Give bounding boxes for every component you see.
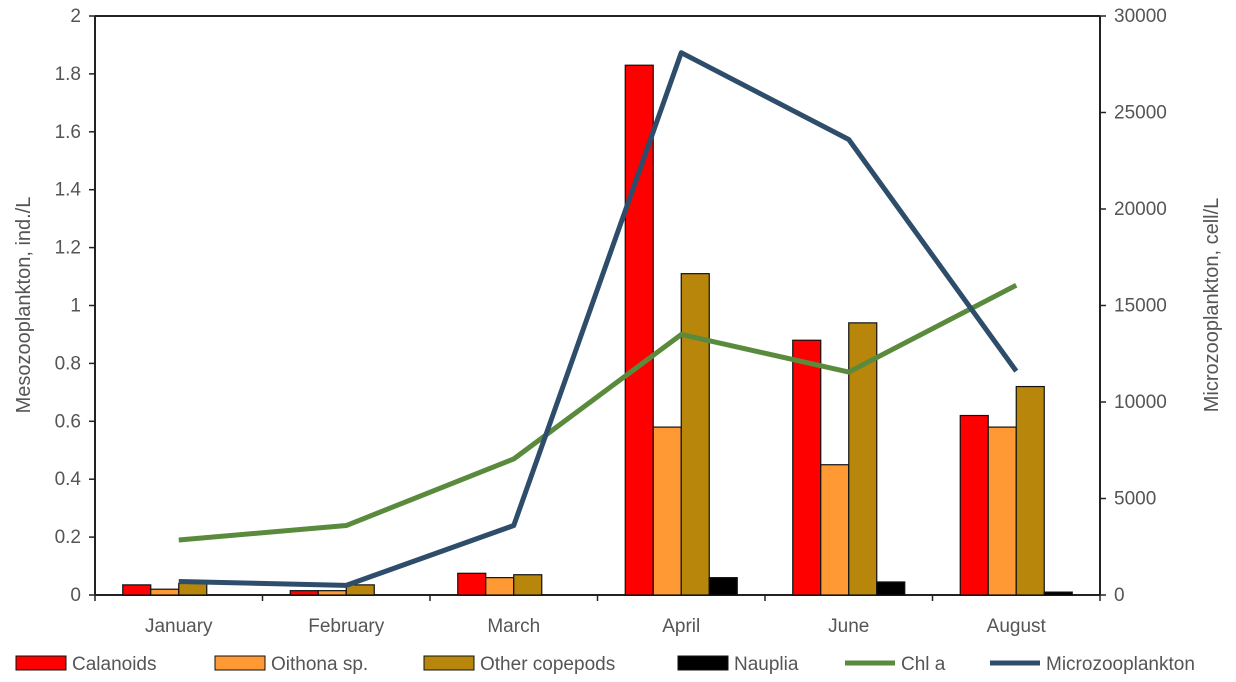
x-tick-label: February	[308, 616, 385, 637]
right-tick-label: 25000	[1114, 103, 1167, 124]
bar-calanoids	[457, 572, 487, 596]
bar-oithona-sp	[987, 426, 1017, 596]
bar-oithona-sp	[652, 426, 682, 596]
bar-other-copepods	[1015, 385, 1045, 596]
right-axis-ticks: 0 5000 10000 15000 20000 25000 30000	[1100, 6, 1167, 606]
legend-swatch-calanoids	[15, 655, 67, 671]
plot-frame	[94, 15, 1101, 596]
x-tick-label: January	[145, 616, 213, 637]
legend-swatch-other-copepods	[423, 655, 475, 671]
bar-calanoids	[289, 590, 319, 596]
bars-layer	[122, 64, 1073, 596]
bar-nauplia	[876, 581, 906, 596]
right-tick-label: 15000	[1114, 296, 1167, 317]
bar-oithona-sp	[150, 588, 180, 596]
left-tick-label: 1.2	[55, 238, 81, 259]
bar-other-copepods	[513, 574, 543, 596]
legend-swatch-oithona-sp	[214, 655, 266, 671]
bar-other-copepods	[345, 584, 375, 596]
line-microzooplankton	[178, 50, 1019, 588]
legend-swatch-nauplia	[677, 655, 729, 671]
legend-label-oithona-sp: Oithona sp.	[271, 654, 368, 675]
x-tick-label: April	[662, 616, 700, 637]
legend: Calanoids Oithona sp. Other copepods Naupli…	[15, 654, 1195, 675]
legend-label-chl-a: Chl a	[901, 654, 946, 675]
legend-label-other-copepods: Other copepods	[480, 654, 615, 675]
bar-calanoids	[624, 64, 654, 596]
legend-label-nauplia: Nauplia	[734, 654, 799, 675]
x-tick-label: March	[487, 616, 540, 637]
right-tick-label: 10000	[1114, 392, 1167, 413]
bar-oithona-sp	[485, 577, 515, 596]
bar-other-copepods	[178, 582, 208, 596]
line-chl-a	[178, 283, 1018, 543]
bar-oithona-sp	[820, 464, 850, 596]
lines-layer	[178, 50, 1019, 588]
left-tick-label: 0.6	[55, 411, 81, 432]
left-axis-label: Mesozooplankton, ind./L	[13, 197, 35, 414]
right-axis-label: Microzooplankton, cell/L	[1201, 198, 1223, 413]
left-tick-label: 0.4	[55, 469, 82, 490]
left-tick-label: 0	[70, 585, 81, 606]
left-tick-label: 1.4	[55, 180, 82, 201]
bar-calanoids	[792, 339, 822, 596]
left-tick-label: 2	[70, 6, 81, 27]
legend-label-calanoids: Calanoids	[72, 654, 157, 675]
x-axis-ticks: January February March April June August	[94, 595, 1101, 637]
left-axis-ticks: 0 0.2 0.4 0.6 0.8 1 1.2 1.4 1.6 1.8 2	[55, 6, 95, 606]
bar-nauplia	[708, 577, 738, 596]
left-tick-label: 1.6	[55, 122, 81, 143]
bar-other-copepods	[680, 273, 710, 596]
bar-calanoids	[959, 414, 989, 596]
x-tick-label: June	[828, 616, 869, 637]
right-tick-label: 20000	[1114, 199, 1167, 220]
left-tick-label: 0.8	[55, 353, 81, 374]
bar-calanoids	[122, 584, 152, 596]
legend-label-microzooplankton: Microzooplankton	[1046, 654, 1195, 675]
right-tick-label: 0	[1114, 585, 1125, 606]
x-tick-label: August	[987, 616, 1047, 637]
left-tick-label: 0.2	[55, 527, 81, 548]
bar-nauplia	[1043, 591, 1073, 596]
bar-oithona-sp	[317, 590, 347, 596]
left-tick-label: 1.8	[55, 64, 81, 85]
left-tick-label: 1	[70, 296, 81, 317]
right-tick-label: 30000	[1114, 6, 1167, 27]
right-tick-label: 5000	[1114, 489, 1156, 510]
